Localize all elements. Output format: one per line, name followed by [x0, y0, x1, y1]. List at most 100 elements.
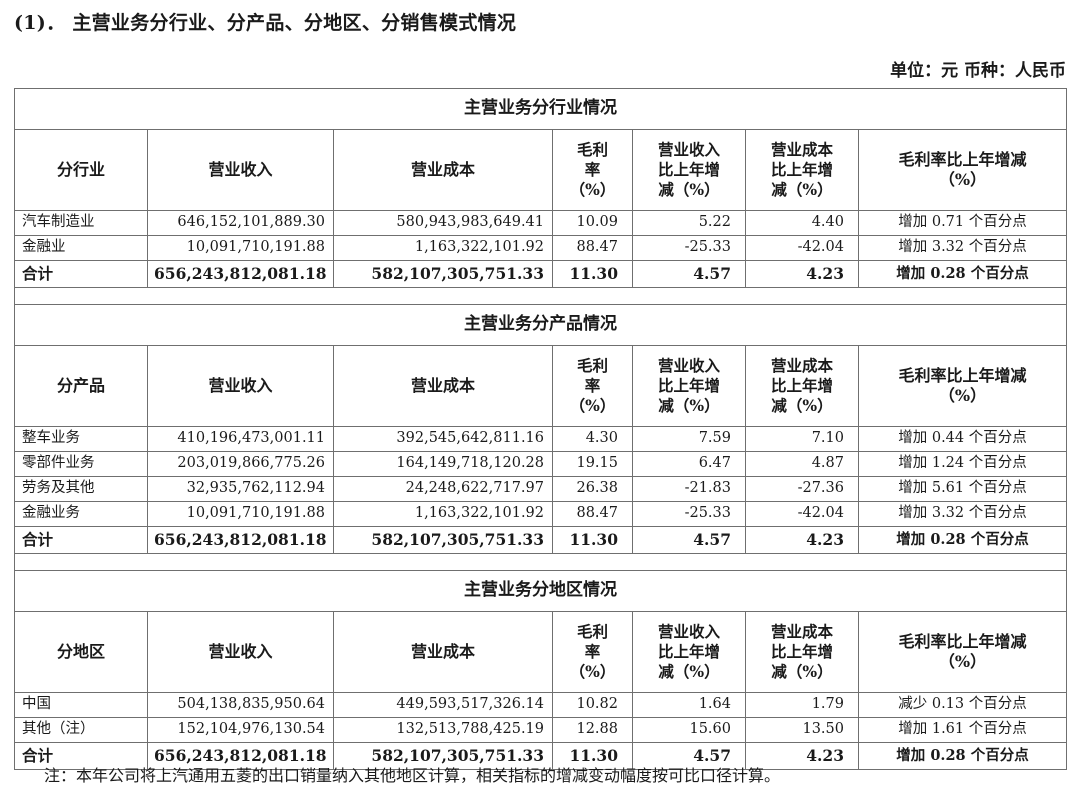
header-revenue: 营业收入: [147, 129, 334, 211]
cell-revenue: 656,243,812,081.18: [147, 526, 334, 554]
table-row: 汽车制造业 646,152,101,889.30 580,943,983,649.4…: [14, 210, 1067, 236]
table-row: 金融业 10,091,710,191.88 1,163,322,101.92 88.4…: [14, 235, 1067, 261]
table-total-row: 合计 656,243,812,081.18 582,107,305,751.33 11…: [14, 526, 1067, 554]
header-revenue: 营业收入: [147, 345, 334, 427]
cell-cost-yoy: -42.04: [745, 501, 859, 527]
section-title-row: 主营业务分产品情况: [14, 304, 1067, 346]
cell-category: 零部件业务: [14, 451, 148, 477]
header-cost: 营业成本: [333, 345, 553, 427]
cell-margin-yoy: 增加 1.61 个百分点: [858, 717, 1067, 743]
page-title: (1)． 主营业务分行业、分产品、分地区、分销售模式情况: [14, 12, 517, 34]
cell-revenue: 410,196,473,001.11: [147, 426, 334, 452]
section-title: 主营业务分地区情况: [14, 570, 1067, 612]
cell-cost-yoy: 4.23: [745, 526, 859, 554]
cell-revenue: 646,152,101,889.30: [147, 210, 334, 236]
cell-margin-yoy: 增加 0.28 个百分点: [858, 742, 1067, 770]
cell-cost-yoy: 4.23: [745, 260, 859, 288]
cell-revenue-yoy: 6.47: [632, 451, 746, 477]
cell-cost: 392,545,642,811.16: [333, 426, 553, 452]
cell-cost-yoy: 4.40: [745, 210, 859, 236]
cell-revenue: 203,019,866,775.26: [147, 451, 334, 477]
cell-category: 合计: [14, 742, 148, 770]
cell-margin-yoy: 增加 1.24 个百分点: [858, 451, 1067, 477]
cell-cost-yoy: 1.79: [745, 692, 859, 718]
header-revenue: 营业收入: [147, 611, 334, 693]
section-title-row: 主营业务分地区情况: [14, 570, 1067, 612]
cell-cost: 164,149,718,120.28: [333, 451, 553, 477]
unit-currency-note: 单位：元 币种：人民币: [890, 61, 1066, 81]
cell-gross-margin: 4.30: [552, 426, 633, 452]
cell-revenue-yoy: 1.64: [632, 692, 746, 718]
cell-cost-yoy: -42.04: [745, 235, 859, 261]
cell-category: 汽车制造业: [14, 210, 148, 236]
cell-revenue: 152,104,976,130.54: [147, 717, 334, 743]
cell-margin-yoy: 增加 3.32 个百分点: [858, 235, 1067, 261]
section-title-row: 主营业务分行业情况: [14, 88, 1067, 130]
cell-category: 金融业: [14, 235, 148, 261]
header-revenue-yoy: 营业收入 比上年增 减（%）: [632, 345, 746, 427]
cell-cost: 1,163,322,101.92: [333, 235, 553, 261]
table-row: 零部件业务 203,019,866,775.26 164,149,718,120.2…: [14, 451, 1067, 477]
cell-revenue: 504,138,835,950.64: [147, 692, 334, 718]
table-row: 金融业务 10,091,710,191.88 1,163,322,101.92 88.…: [14, 501, 1067, 527]
cell-category: 劳务及其他: [14, 476, 148, 502]
cell-cost-yoy: -27.36: [745, 476, 859, 502]
cell-margin-yoy: 增加 0.28 个百分点: [858, 260, 1067, 288]
cell-category: 其他（注）: [14, 717, 148, 743]
cell-margin-yoy: 增加 3.32 个百分点: [858, 501, 1067, 527]
cell-gross-margin: 10.09: [552, 210, 633, 236]
main-business-breakdown-table: 主营业务分行业情况 分行业 营业收入 营业成本 毛利率（%） 营业收入 比上年增 减（%） 营业…: [14, 88, 1067, 770]
header-margin-yoy: 毛利率比上年增减 （%）: [858, 129, 1067, 211]
table-row: 其他（注） 152,104,976,130.54 132,513,788,425.1…: [14, 717, 1067, 743]
cell-cost: 580,943,983,649.41: [333, 210, 553, 236]
cell-margin-yoy: 增加 0.71 个百分点: [858, 210, 1067, 236]
cell-cost: 1,163,322,101.92: [333, 501, 553, 527]
section-spacer-row: [14, 553, 1067, 571]
cell-cost: 582,107,305,751.33: [333, 526, 553, 554]
table-row: 劳务及其他 32,935,762,112.94 24,248,622,717.97 2…: [14, 476, 1067, 502]
cell-category: 整车业务: [14, 426, 148, 452]
section-title: 主营业务分行业情况: [14, 88, 1067, 130]
cell-gross-margin: 88.47: [552, 235, 633, 261]
section-spacer-row: [14, 287, 1067, 305]
cell-cost: 449,593,517,326.14: [333, 692, 553, 718]
header-cost: 营业成本: [333, 129, 553, 211]
header-category: 分产品: [14, 345, 148, 427]
section-spacer: [14, 553, 1067, 571]
header-cost-yoy: 营业成本 比上年增 减（%）: [745, 611, 859, 693]
cell-gross-margin: 11.30: [552, 742, 633, 770]
cell-category: 中国: [14, 692, 148, 718]
section-spacer: [14, 287, 1067, 305]
cell-margin-yoy: 减少 0.13 个百分点: [858, 692, 1067, 718]
cell-revenue: 10,091,710,191.88: [147, 501, 334, 527]
table-total-row: 合计 656,243,812,081.18 582,107,305,751.33 11…: [14, 742, 1067, 770]
header-cost-yoy: 营业成本 比上年增 减（%）: [745, 345, 859, 427]
cell-gross-margin: 88.47: [552, 501, 633, 527]
cell-cost: 132,513,788,425.19: [333, 717, 553, 743]
table-total-row: 合计 656,243,812,081.18 582,107,305,751.33 11…: [14, 260, 1067, 288]
cell-margin-yoy: 增加 0.44 个百分点: [858, 426, 1067, 452]
cell-margin-yoy: 增加 0.28 个百分点: [858, 526, 1067, 554]
header-gross-margin: 毛利率（%）: [552, 611, 633, 693]
cell-cost: 24,248,622,717.97: [333, 476, 553, 502]
cell-revenue: 656,243,812,081.18: [147, 260, 334, 288]
header-margin-yoy: 毛利率比上年增减 （%）: [858, 345, 1067, 427]
cell-gross-margin: 10.82: [552, 692, 633, 718]
column-header-row: 分地区 营业收入 营业成本 毛利率（%） 营业收入 比上年增 减（%） 营业成本 比上年增 减（%…: [14, 611, 1067, 693]
header-category: 分地区: [14, 611, 148, 693]
header-revenue-yoy: 营业收入 比上年增 减（%）: [632, 129, 746, 211]
cell-gross-margin: 19.15: [552, 451, 633, 477]
cell-revenue-yoy: 5.22: [632, 210, 746, 236]
cell-revenue-yoy: -25.33: [632, 235, 746, 261]
table-footnote: 注：本年公司将上汽通用五菱的出口销量纳入其他地区计算，相关指标的增减变动幅度按可…: [44, 766, 781, 785]
cell-category: 合计: [14, 260, 148, 288]
header-revenue-yoy: 营业收入 比上年增 减（%）: [632, 611, 746, 693]
cell-revenue-yoy: -25.33: [632, 501, 746, 527]
cell-gross-margin: 11.30: [552, 526, 633, 554]
section-title: 主营业务分产品情况: [14, 304, 1067, 346]
header-category: 分行业: [14, 129, 148, 211]
header-margin-yoy: 毛利率比上年增减 （%）: [858, 611, 1067, 693]
cell-cost-yoy: 13.50: [745, 717, 859, 743]
cell-category: 合计: [14, 526, 148, 554]
cell-margin-yoy: 增加 5.61 个百分点: [858, 476, 1067, 502]
